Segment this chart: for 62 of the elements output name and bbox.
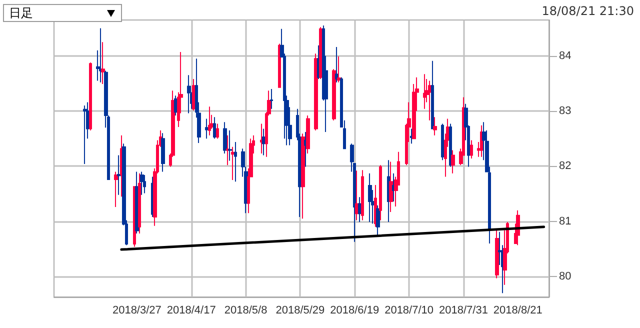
candlestick — [314, 53, 318, 131]
candlestick — [187, 74, 191, 114]
x-tick-label: 2018/5/29 — [276, 304, 325, 316]
x-tick-label: 2018/5/8 — [224, 304, 268, 316]
candlestick — [358, 196, 362, 222]
candlestick — [379, 164, 382, 221]
candlestick — [161, 132, 165, 172]
candlestick — [101, 42, 105, 85]
candlestick — [114, 171, 118, 208]
y-tick-label: 82 — [559, 160, 572, 172]
candlestick — [355, 170, 359, 221]
dropdown-field: 日足 — [3, 4, 122, 22]
candlestick — [451, 150, 455, 174]
x-tick-label: 2018/4/17 — [166, 304, 216, 316]
candlestick — [223, 122, 227, 154]
candlestick — [368, 172, 372, 222]
candlestick — [226, 134, 229, 166]
candlestick — [208, 106, 211, 136]
x-tick-label: 2018/8/21 — [493, 304, 542, 316]
candlestick — [262, 128, 266, 156]
candlestick — [89, 62, 92, 131]
candlestick — [260, 123, 263, 154]
y-tick-label: 81 — [559, 215, 572, 228]
candlestick — [495, 230, 499, 279]
candlestick — [449, 123, 452, 168]
candlestick — [470, 140, 473, 159]
candlestick — [120, 134, 123, 198]
candlestick — [140, 171, 144, 196]
x-tick-label: 2018/7/10 — [384, 304, 434, 316]
candlestick — [441, 123, 444, 161]
candlestick — [423, 74, 426, 110]
candlestick — [231, 146, 235, 181]
candlestick — [428, 80, 432, 121]
candlestick — [213, 116, 216, 140]
x-tick-label: 2018/3/27 — [112, 304, 162, 316]
candlestick — [361, 170, 364, 221]
candlestick — [480, 124, 483, 158]
candlestick — [376, 204, 380, 238]
candlestick — [304, 132, 307, 168]
candlestick — [138, 172, 141, 234]
y-tick-label: 83 — [559, 105, 572, 118]
candlestick — [431, 60, 434, 130]
candlestick — [270, 88, 273, 110]
candlestick — [433, 116, 437, 136]
candlestick — [205, 118, 209, 140]
candlestick — [143, 174, 146, 194]
candlestick — [335, 46, 338, 83]
candlestick — [392, 172, 395, 202]
y-tick-label: 84 — [559, 50, 572, 62]
text: 18/08/21 21:30 — [542, 4, 634, 18]
x-tick-label: 2018/7/31 — [439, 304, 488, 316]
candlestick — [374, 184, 377, 228]
candlestick — [216, 123, 219, 140]
candlestick — [99, 28, 102, 83]
candlestick — [387, 160, 390, 222]
candlestick — [234, 141, 237, 182]
x-tick-label: 2018/6/19 — [330, 304, 380, 316]
candlestick — [228, 130, 232, 162]
candlestick — [83, 105, 87, 165]
candlestick — [410, 128, 413, 144]
y-tick-label: 80 — [559, 270, 572, 283]
candlestick — [278, 43, 281, 88]
